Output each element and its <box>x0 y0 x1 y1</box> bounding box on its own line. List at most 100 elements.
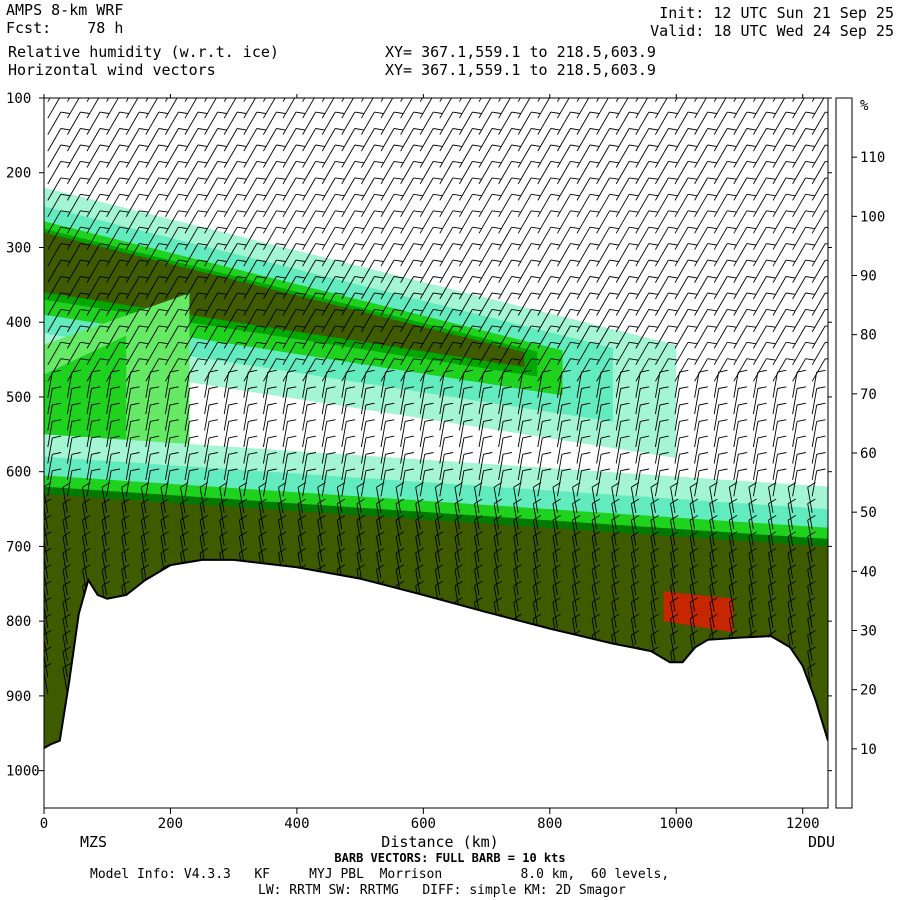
wind-barb <box>768 503 774 530</box>
wind-barb-flag <box>99 358 109 361</box>
wind-barb-flag <box>746 193 756 197</box>
wind-barb <box>753 358 767 382</box>
x-tick-label: 200 <box>158 816 183 832</box>
wind-barb <box>557 111 571 135</box>
wind-barb-flag <box>337 531 346 537</box>
wind-barb-flag <box>670 630 679 636</box>
wind-barb-flag <box>444 419 454 422</box>
wind-barb-flag <box>757 452 767 455</box>
wind-barb-flag <box>376 531 385 537</box>
wind-barb <box>458 388 465 415</box>
wind-barb <box>395 503 402 530</box>
wind-barb-flag <box>452 210 462 213</box>
wind-barb <box>733 454 739 480</box>
wind-barb <box>792 111 806 135</box>
wind-barb <box>47 437 53 464</box>
wind-barb-flag <box>729 482 738 488</box>
wind-barb-flag <box>433 128 443 131</box>
wind-barb <box>733 309 748 333</box>
wind-barb <box>478 210 493 234</box>
wind-barb <box>596 358 610 382</box>
wind-barb-flag <box>130 402 140 406</box>
wind-barb <box>498 243 512 267</box>
wind-barb-flag <box>256 144 266 147</box>
wind-barb-flag <box>424 468 434 472</box>
wind-barb <box>184 144 199 168</box>
wind-barb <box>86 210 101 234</box>
wind-barb <box>219 503 225 530</box>
wind-barb-flag <box>727 325 737 328</box>
wind-barb <box>145 161 160 185</box>
wind-barb <box>709 487 715 513</box>
wind-barb-flag <box>393 160 403 164</box>
wind-barb-flag <box>825 226 828 229</box>
wind-barb-flag <box>374 177 384 180</box>
wind-barb-flag <box>80 160 90 164</box>
wind-barb <box>694 372 700 398</box>
wind-barb-flag <box>746 341 756 345</box>
wind-barb <box>454 569 460 596</box>
wind-barb <box>517 210 532 234</box>
wind-barb <box>86 388 92 415</box>
wind-barb-flag <box>374 210 384 213</box>
wind-barb-flag <box>542 419 552 422</box>
wind-barb-flag <box>609 144 619 147</box>
wind-barb-flag <box>326 402 336 406</box>
wind-barb <box>694 194 708 218</box>
wind-barb <box>615 259 630 283</box>
wind-barb <box>552 569 558 596</box>
wind-barb-flag <box>267 452 277 455</box>
wind-barb-flag <box>297 498 307 504</box>
wind-barb-flag <box>668 210 678 213</box>
wind-barb <box>219 487 225 513</box>
wind-barb-flag <box>141 498 150 504</box>
wind-barb-flag <box>119 177 129 180</box>
wind-barb-flag <box>444 468 454 472</box>
wind-barb <box>439 292 454 316</box>
wind-barb <box>772 358 787 382</box>
wind-barb-flag <box>729 613 738 620</box>
wind-barb-flag <box>688 79 697 80</box>
wind-barb-flag <box>91 419 101 422</box>
wind-barb <box>101 536 108 563</box>
wind-barb-flag <box>727 292 737 295</box>
wind-barb-flag <box>237 160 247 164</box>
wind-barb-flag <box>374 193 384 197</box>
wind-barb <box>493 503 500 530</box>
wind-barb-flag <box>189 402 199 406</box>
wind-barb-flag <box>550 128 560 131</box>
wind-barb <box>517 404 524 431</box>
wind-barb-flag <box>237 259 247 262</box>
wind-barb <box>713 161 728 185</box>
wind-barb <box>106 421 112 448</box>
wind-barb <box>517 161 532 185</box>
wind-barb-flag <box>276 308 286 312</box>
wind-barb-flag <box>707 144 717 147</box>
wind-barb <box>557 144 571 168</box>
wind-barb-flag <box>376 482 385 488</box>
wind-barb-flag <box>748 580 757 587</box>
wind-barb <box>537 292 552 316</box>
wind-barb <box>263 177 277 201</box>
wind-barb <box>238 536 245 563</box>
wind-barb <box>552 503 558 530</box>
wind-barb-flag <box>393 259 403 262</box>
colorbar-label: 70 <box>860 387 877 403</box>
wind-barb <box>811 144 826 168</box>
wind-barb-flag <box>768 613 777 620</box>
wind-barb-flag <box>552 498 561 504</box>
wind-barb <box>772 226 787 250</box>
wind-barb-flag <box>472 226 482 230</box>
wind-barb <box>321 388 328 415</box>
wind-barb-flag <box>491 243 501 246</box>
wind-barb-flag <box>727 210 737 213</box>
wind-barb-flag <box>463 435 473 439</box>
colorbar-label: 30 <box>860 624 877 640</box>
wind-barb <box>356 536 362 563</box>
wind-barb-flag <box>295 325 305 328</box>
wind-barb <box>223 309 238 333</box>
wind-barb-flag <box>197 128 207 131</box>
wind-barb <box>792 454 798 480</box>
wind-barb <box>733 194 748 218</box>
wind-barb <box>792 161 806 185</box>
